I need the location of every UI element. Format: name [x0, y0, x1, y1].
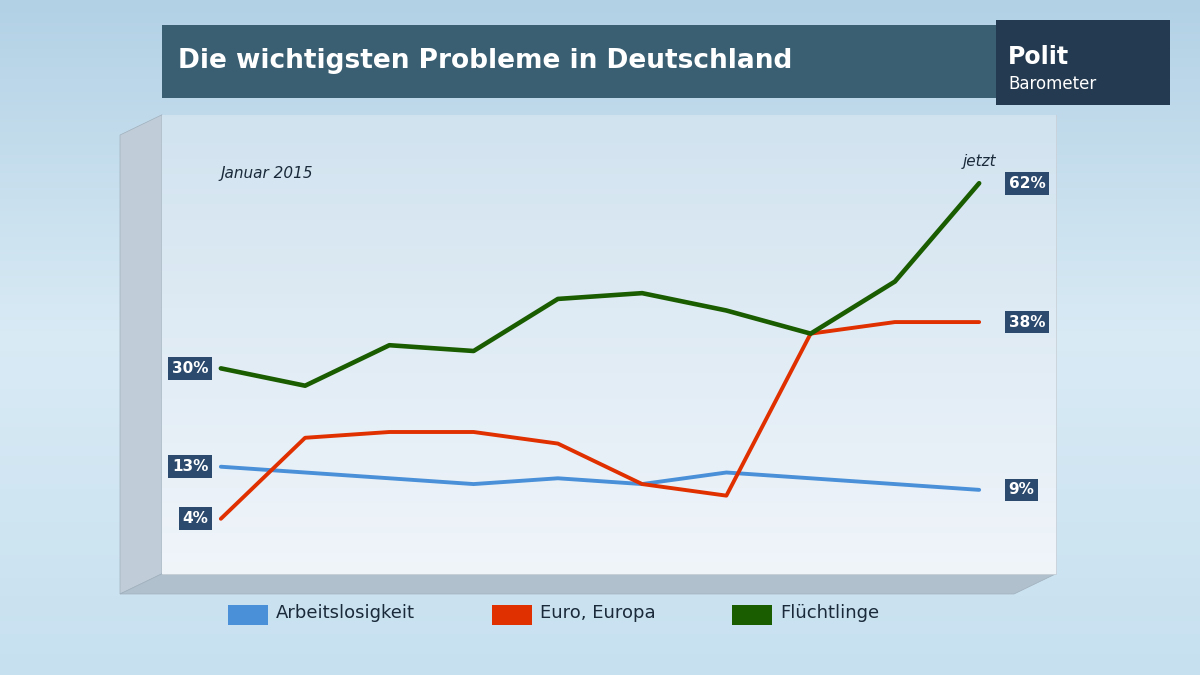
Text: 13%: 13% — [172, 459, 209, 475]
Text: Barometer: Barometer — [1008, 76, 1097, 93]
Text: 62%: 62% — [1009, 176, 1045, 191]
Text: Arbeitslosigkeit: Arbeitslosigkeit — [276, 604, 415, 622]
Text: 30%: 30% — [172, 361, 209, 376]
Text: Die wichtigsten Probleme in Deutschland: Die wichtigsten Probleme in Deutschland — [178, 49, 792, 74]
Text: Januar 2015: Januar 2015 — [221, 166, 313, 181]
Text: Flüchtlinge: Flüchtlinge — [780, 604, 880, 622]
Text: 4%: 4% — [182, 511, 209, 526]
Text: Euro, Europa: Euro, Europa — [540, 604, 655, 622]
Text: 38%: 38% — [1009, 315, 1045, 329]
Text: jetzt: jetzt — [962, 155, 996, 169]
Text: Polit: Polit — [1008, 45, 1069, 70]
Text: 9%: 9% — [1009, 483, 1034, 497]
